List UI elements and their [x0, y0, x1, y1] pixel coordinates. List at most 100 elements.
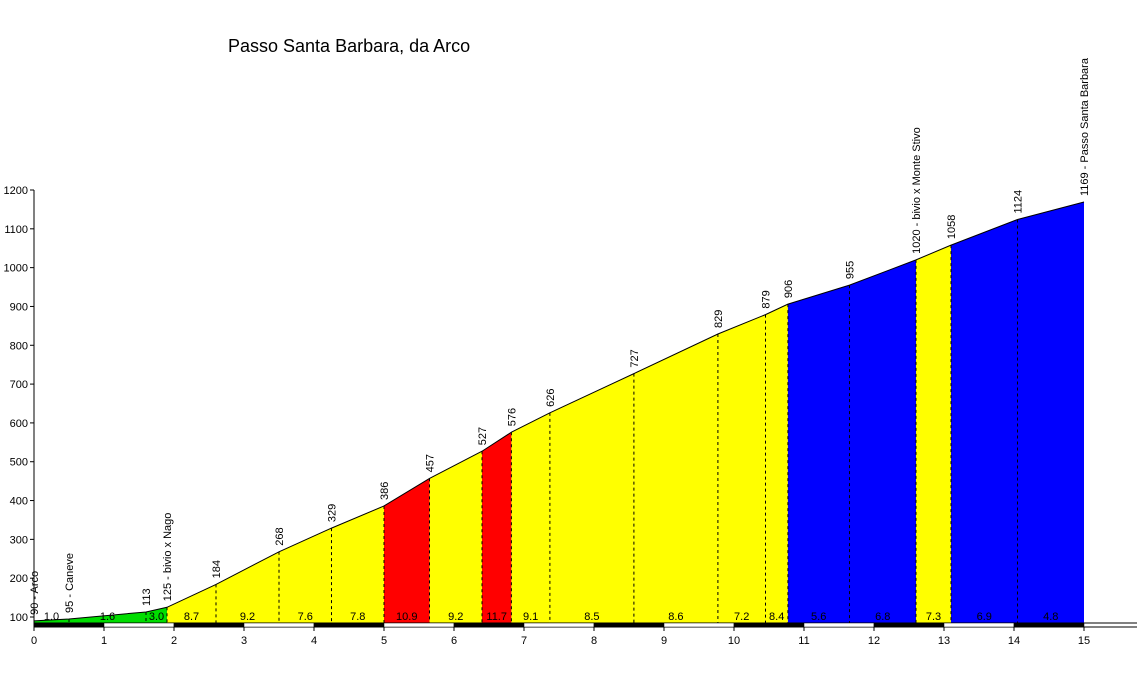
point-label: 955 — [845, 261, 857, 279]
y-tick-label: 1100 — [4, 224, 28, 236]
point-label: 90 - Arco — [29, 571, 41, 615]
segment-fill-18 — [916, 245, 951, 623]
km-scale-block — [453, 622, 525, 628]
gradient-label: 8.6 — [668, 611, 683, 623]
segment-fill-12 — [549, 373, 634, 623]
km-scale-block — [803, 622, 875, 628]
segment-fill-11 — [511, 412, 550, 623]
gradient-label: 8.7 — [184, 611, 199, 623]
profile-outline — [33, 201, 1085, 622]
point-label: 576 — [506, 408, 518, 426]
gradient-label: 7.3 — [926, 611, 941, 623]
chart-title: Passo Santa Barbara, da Arco — [228, 36, 470, 56]
y-tick-label: 300 — [10, 534, 28, 546]
segment-fill-19 — [951, 219, 1018, 623]
y-tick-label: 400 — [10, 496, 28, 508]
x-tick-label: 5 — [381, 635, 387, 647]
km-scale-block — [33, 622, 105, 628]
gradient-label: 10.9 — [396, 611, 417, 623]
point-label: 457 — [425, 454, 437, 472]
y-tick-label: 800 — [10, 340, 28, 352]
gradient-label: 7.2 — [734, 611, 749, 623]
km-scale-block — [733, 622, 805, 628]
axes: 100 200 300 400 500 600 700 800 900 1000 1100 1200 0… — [4, 185, 1137, 647]
x-tick-label: 6 — [451, 635, 457, 647]
y-tick-label: 700 — [10, 379, 28, 391]
segment-fill-7 — [331, 505, 384, 623]
km-scale-block — [103, 622, 175, 628]
gradient-label: 1.0 — [44, 611, 59, 623]
x-tick-label: 13 — [938, 635, 950, 647]
gradient-label: 9.1 — [523, 611, 538, 623]
point-label: 829 — [713, 310, 725, 328]
y-tick-label: 900 — [10, 301, 28, 313]
x-tick-label: 7 — [521, 635, 527, 647]
gradient-label: 7.6 — [298, 611, 313, 623]
point-label: 329 — [327, 504, 339, 522]
segment-fill-15 — [765, 304, 788, 623]
point-label: 386 — [379, 482, 391, 500]
x-tick-label: 3 — [241, 635, 247, 647]
segment-fill-17 — [849, 259, 916, 623]
km-scale-block — [943, 622, 1015, 628]
km-scale-block — [523, 622, 595, 628]
gradient-fills — [34, 202, 1084, 623]
gradient-label: 7.8 — [350, 611, 365, 623]
km-scale-block — [243, 622, 315, 628]
point-label: 1169 - Passo Santa Barbara — [1079, 57, 1091, 196]
point-label: 1124 — [1013, 190, 1025, 214]
x-tick-label: 8 — [591, 635, 597, 647]
x-tick-label: 15 — [1078, 635, 1090, 647]
segment-fill-16 — [787, 285, 850, 623]
point-labels: 90 - Arco 95 - Caneve 113 125 - bivio x Nag… — [29, 57, 1091, 615]
gradient-label: 8.4 — [769, 611, 784, 623]
segment-fill-10 — [482, 432, 512, 623]
y-tick-label: 1200 — [4, 185, 28, 197]
x-tick-label: 11 — [798, 635, 809, 647]
km-scale-block — [173, 622, 245, 628]
y-tick-label: 200 — [10, 573, 28, 585]
point-label: 125 - bivio x Nago — [162, 513, 174, 602]
gradient-label: 6.8 — [875, 611, 890, 623]
segment-fill-1 — [34, 618, 69, 623]
y-tick-label: 500 — [10, 457, 28, 469]
point-label: 527 — [477, 427, 489, 445]
point-label: 626 — [545, 388, 557, 406]
segment-fill-13 — [633, 334, 718, 623]
segment-fill-2 — [69, 611, 146, 623]
x-tick-label: 2 — [171, 635, 177, 647]
x-tick-label: 4 — [311, 635, 317, 647]
segment-fill-9 — [429, 451, 482, 623]
y-tick-label: 1000 — [4, 263, 28, 275]
x-tick-label: 12 — [868, 635, 880, 647]
segment-fill-5 — [216, 551, 279, 623]
gradient-label: 8.5 — [584, 611, 599, 623]
point-label: 1020 - bivio x Monte Stivo — [911, 127, 923, 254]
km-scale-block — [873, 622, 945, 628]
x-tick-label: 1 — [101, 635, 107, 647]
point-label: 113 — [141, 588, 153, 606]
segment-fill-6 — [279, 528, 332, 623]
km-scale-block — [663, 622, 735, 628]
gradient-label: 3.0 — [149, 611, 164, 623]
segment-dividers — [68, 219, 1018, 623]
point-label: 879 — [761, 290, 773, 308]
gradient-label: 11.7 — [486, 611, 507, 623]
point-label: 184 — [211, 560, 223, 578]
x-tick-label: 9 — [661, 635, 667, 647]
y-tick-label: 600 — [10, 418, 28, 430]
point-label: 268 — [274, 527, 286, 545]
gradient-labels: 1.0 1.6 3.0 8.7 9.2 7.6 7.8 10.9 9.2 11.7 9.1 8.5 8.… — [44, 611, 1059, 623]
x-tick-label: 10 — [728, 635, 740, 647]
segment-fill-14 — [717, 314, 766, 623]
gradient-label: 6.9 — [977, 611, 992, 623]
y-tick-label: 100 — [10, 612, 28, 624]
km-scale-block — [383, 622, 455, 628]
gradient-label: 5.6 — [811, 611, 826, 623]
km-scale-block — [313, 622, 385, 628]
gradient-label: 1.6 — [100, 611, 115, 623]
x-tick-label: 14 — [1008, 635, 1020, 647]
gradient-label: 9.2 — [448, 611, 463, 623]
segment-fill-4 — [167, 584, 216, 623]
